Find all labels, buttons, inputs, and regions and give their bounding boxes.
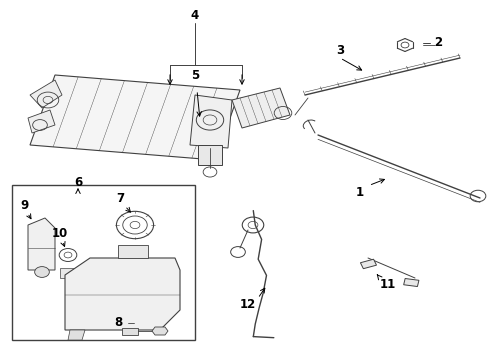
- Polygon shape: [231, 88, 289, 128]
- Polygon shape: [28, 110, 55, 133]
- Polygon shape: [198, 145, 222, 165]
- Polygon shape: [403, 279, 418, 287]
- Text: 2: 2: [433, 36, 441, 49]
- Text: 4: 4: [190, 9, 199, 22]
- Polygon shape: [28, 218, 55, 270]
- Polygon shape: [122, 328, 138, 335]
- Text: 5: 5: [190, 68, 199, 81]
- Polygon shape: [152, 327, 168, 335]
- Polygon shape: [68, 330, 85, 340]
- Circle shape: [35, 267, 49, 278]
- Polygon shape: [60, 268, 76, 278]
- Text: 7: 7: [116, 192, 124, 204]
- Text: 1: 1: [355, 185, 364, 198]
- Bar: [12, 185, 195, 340]
- Text: 8: 8: [114, 316, 122, 329]
- Polygon shape: [65, 258, 180, 330]
- Polygon shape: [30, 80, 62, 108]
- Polygon shape: [190, 95, 231, 148]
- Polygon shape: [30, 75, 240, 160]
- Text: 3: 3: [335, 44, 344, 57]
- Text: 10: 10: [52, 226, 68, 239]
- Text: 9: 9: [21, 198, 29, 212]
- Polygon shape: [360, 259, 376, 269]
- Text: 12: 12: [240, 298, 256, 311]
- Text: 11: 11: [379, 279, 395, 292]
- Text: 6: 6: [74, 176, 82, 189]
- Polygon shape: [118, 245, 148, 258]
